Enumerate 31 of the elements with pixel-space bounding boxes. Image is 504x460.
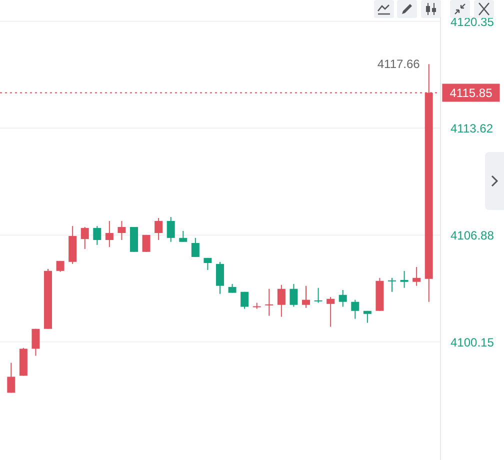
candlestick	[191, 237, 200, 258]
y-tick-label: 4120.35	[450, 14, 494, 29]
candlestick	[93, 226, 102, 246]
candlestick	[326, 296, 335, 328]
candlestick	[118, 220, 126, 240]
candlestick	[290, 283, 298, 308]
y-tick-label: 4100.15	[450, 335, 494, 350]
candlestick	[264, 288, 274, 316]
y-tick-label: 4113.62	[450, 122, 494, 136]
candlestick	[166, 216, 175, 242]
candlestick	[314, 287, 323, 304]
y-tick-label: 4106.88	[450, 228, 494, 243]
candlestick	[204, 257, 212, 270]
candlestick	[338, 289, 347, 308]
candlestick	[388, 277, 396, 292]
candlestick	[351, 299, 360, 320]
candlestick	[7, 362, 16, 394]
candlestick	[277, 284, 286, 318]
ref-line-label: 4115.85	[450, 86, 493, 100]
annotation: 4117.66	[377, 57, 420, 72]
candlestick	[302, 285, 310, 308]
candlestick	[80, 226, 89, 250]
candlestick	[32, 328, 40, 356]
candlestick	[179, 230, 188, 242]
candlestick	[154, 217, 163, 240]
candlestick	[412, 266, 421, 286]
candlestick	[240, 291, 249, 310]
candlestick	[142, 234, 150, 252]
candlestick	[216, 261, 224, 294]
candlestick	[105, 220, 114, 248]
candlestick	[400, 270, 408, 288]
